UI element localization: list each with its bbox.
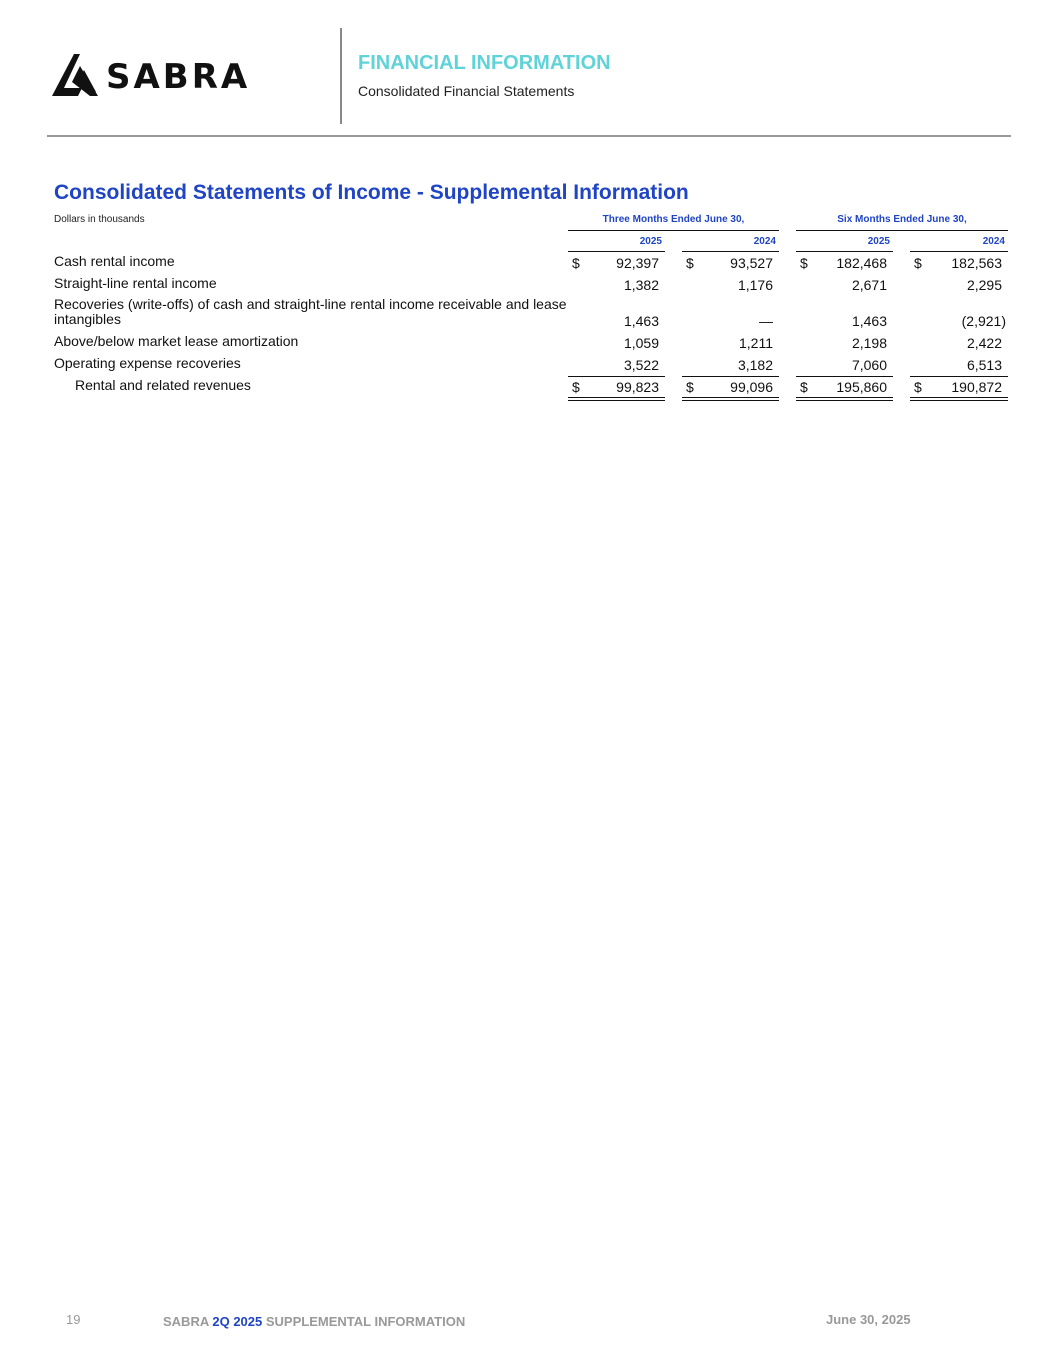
currency-symbol: $	[686, 379, 694, 395]
double-rule	[796, 400, 893, 401]
section-title: FINANCIAL INFORMATION	[358, 52, 611, 74]
row-label: Rental and related revenues	[75, 377, 251, 393]
value-cell: 190,872	[951, 379, 1002, 395]
value-cell: 1,176	[737, 277, 773, 293]
year-header: 2025	[639, 236, 662, 247]
double-rule	[568, 400, 665, 401]
year-rule	[682, 251, 779, 252]
value-cell: 2,198	[851, 335, 887, 351]
units-note: Dollars in thousands	[54, 214, 145, 225]
currency-symbol: $	[572, 255, 580, 271]
section-subtitle: Consolidated Financial Statements	[358, 83, 575, 99]
value-cell: 6,513	[966, 357, 1002, 373]
value-cell: 99,096	[730, 379, 773, 395]
value-cell: 92,397	[616, 255, 659, 271]
currency-symbol: $	[572, 379, 580, 395]
currency-symbol: $	[800, 255, 808, 271]
table-title: Consolidated Statements of Income - Supp…	[54, 181, 689, 204]
year-rule	[568, 251, 665, 252]
value-cell: 182,563	[951, 255, 1002, 271]
value-cell: 182,468	[836, 255, 887, 271]
footer-date: June 30, 2025	[826, 1312, 911, 1327]
currency-symbol: $	[914, 379, 922, 395]
value-cell: 1,463	[851, 313, 887, 329]
header-rule	[47, 135, 1011, 137]
currency-symbol: $	[800, 379, 808, 395]
group-rule	[796, 230, 1008, 231]
group-header-six-months: Six Months Ended June 30,	[837, 214, 967, 225]
footer-title: SABRA 2Q 2025 SUPPLEMENTAL INFORMATION	[163, 1314, 465, 1329]
year-header: 2025	[867, 236, 890, 247]
value-cell: 1,382	[623, 277, 659, 293]
double-rule	[796, 397, 893, 398]
footer-brand: SABRA	[163, 1314, 209, 1329]
double-rule	[910, 397, 1008, 398]
value-cell: 93,527	[730, 255, 773, 271]
svg-text:SABRA: SABRA	[106, 57, 250, 97]
value-cell: 7,060	[851, 357, 887, 373]
value-cell: 2,295	[966, 277, 1002, 293]
footer-doc: SUPPLEMENTAL INFORMATION	[265, 1314, 466, 1329]
double-rule	[910, 400, 1008, 401]
value-cell: 1,211	[739, 335, 773, 351]
group-header-three-months: Three Months Ended June 30,	[602, 214, 745, 225]
value-cell: —	[759, 313, 773, 329]
subtotal-rule	[796, 376, 893, 377]
subtotal-rule	[682, 376, 779, 377]
double-rule	[682, 400, 779, 401]
value-cell: 99,823	[616, 379, 659, 395]
row-label: Recoveries (write-offs) of cash and stra…	[54, 296, 567, 327]
row-label: Cash rental income	[54, 253, 175, 269]
row-label: Straight-line rental income	[54, 275, 217, 291]
subtotal-rule	[568, 376, 665, 377]
double-rule	[682, 397, 779, 398]
sabra-logo: SABRA	[52, 52, 297, 103]
value-cell: 1,463	[623, 313, 659, 329]
row-label: Operating expense recoveries	[54, 355, 241, 371]
value-cell: 3,522	[623, 357, 659, 373]
row-label: Above/below market lease amortization	[54, 333, 299, 349]
subtotal-rule	[910, 376, 1008, 377]
header-divider	[340, 28, 342, 124]
value-cell: 2,671	[851, 277, 887, 293]
year-rule	[910, 251, 1008, 252]
value-cell: 2,422	[966, 335, 1002, 351]
value-cell: 195,860	[836, 379, 887, 395]
page-number: 19	[66, 1312, 81, 1327]
year-rule	[796, 251, 893, 252]
currency-symbol: $	[914, 255, 922, 271]
year-header: 2024	[982, 236, 1005, 247]
value-cell: 3,182	[737, 357, 773, 373]
value-cell: (2,921)	[961, 313, 1006, 329]
year-header: 2024	[753, 236, 776, 247]
double-rule	[568, 397, 665, 398]
value-cell: 1,059	[623, 335, 659, 351]
footer-period: 2Q 2025	[212, 1314, 263, 1329]
currency-symbol: $	[686, 255, 694, 271]
group-rule	[568, 230, 779, 231]
